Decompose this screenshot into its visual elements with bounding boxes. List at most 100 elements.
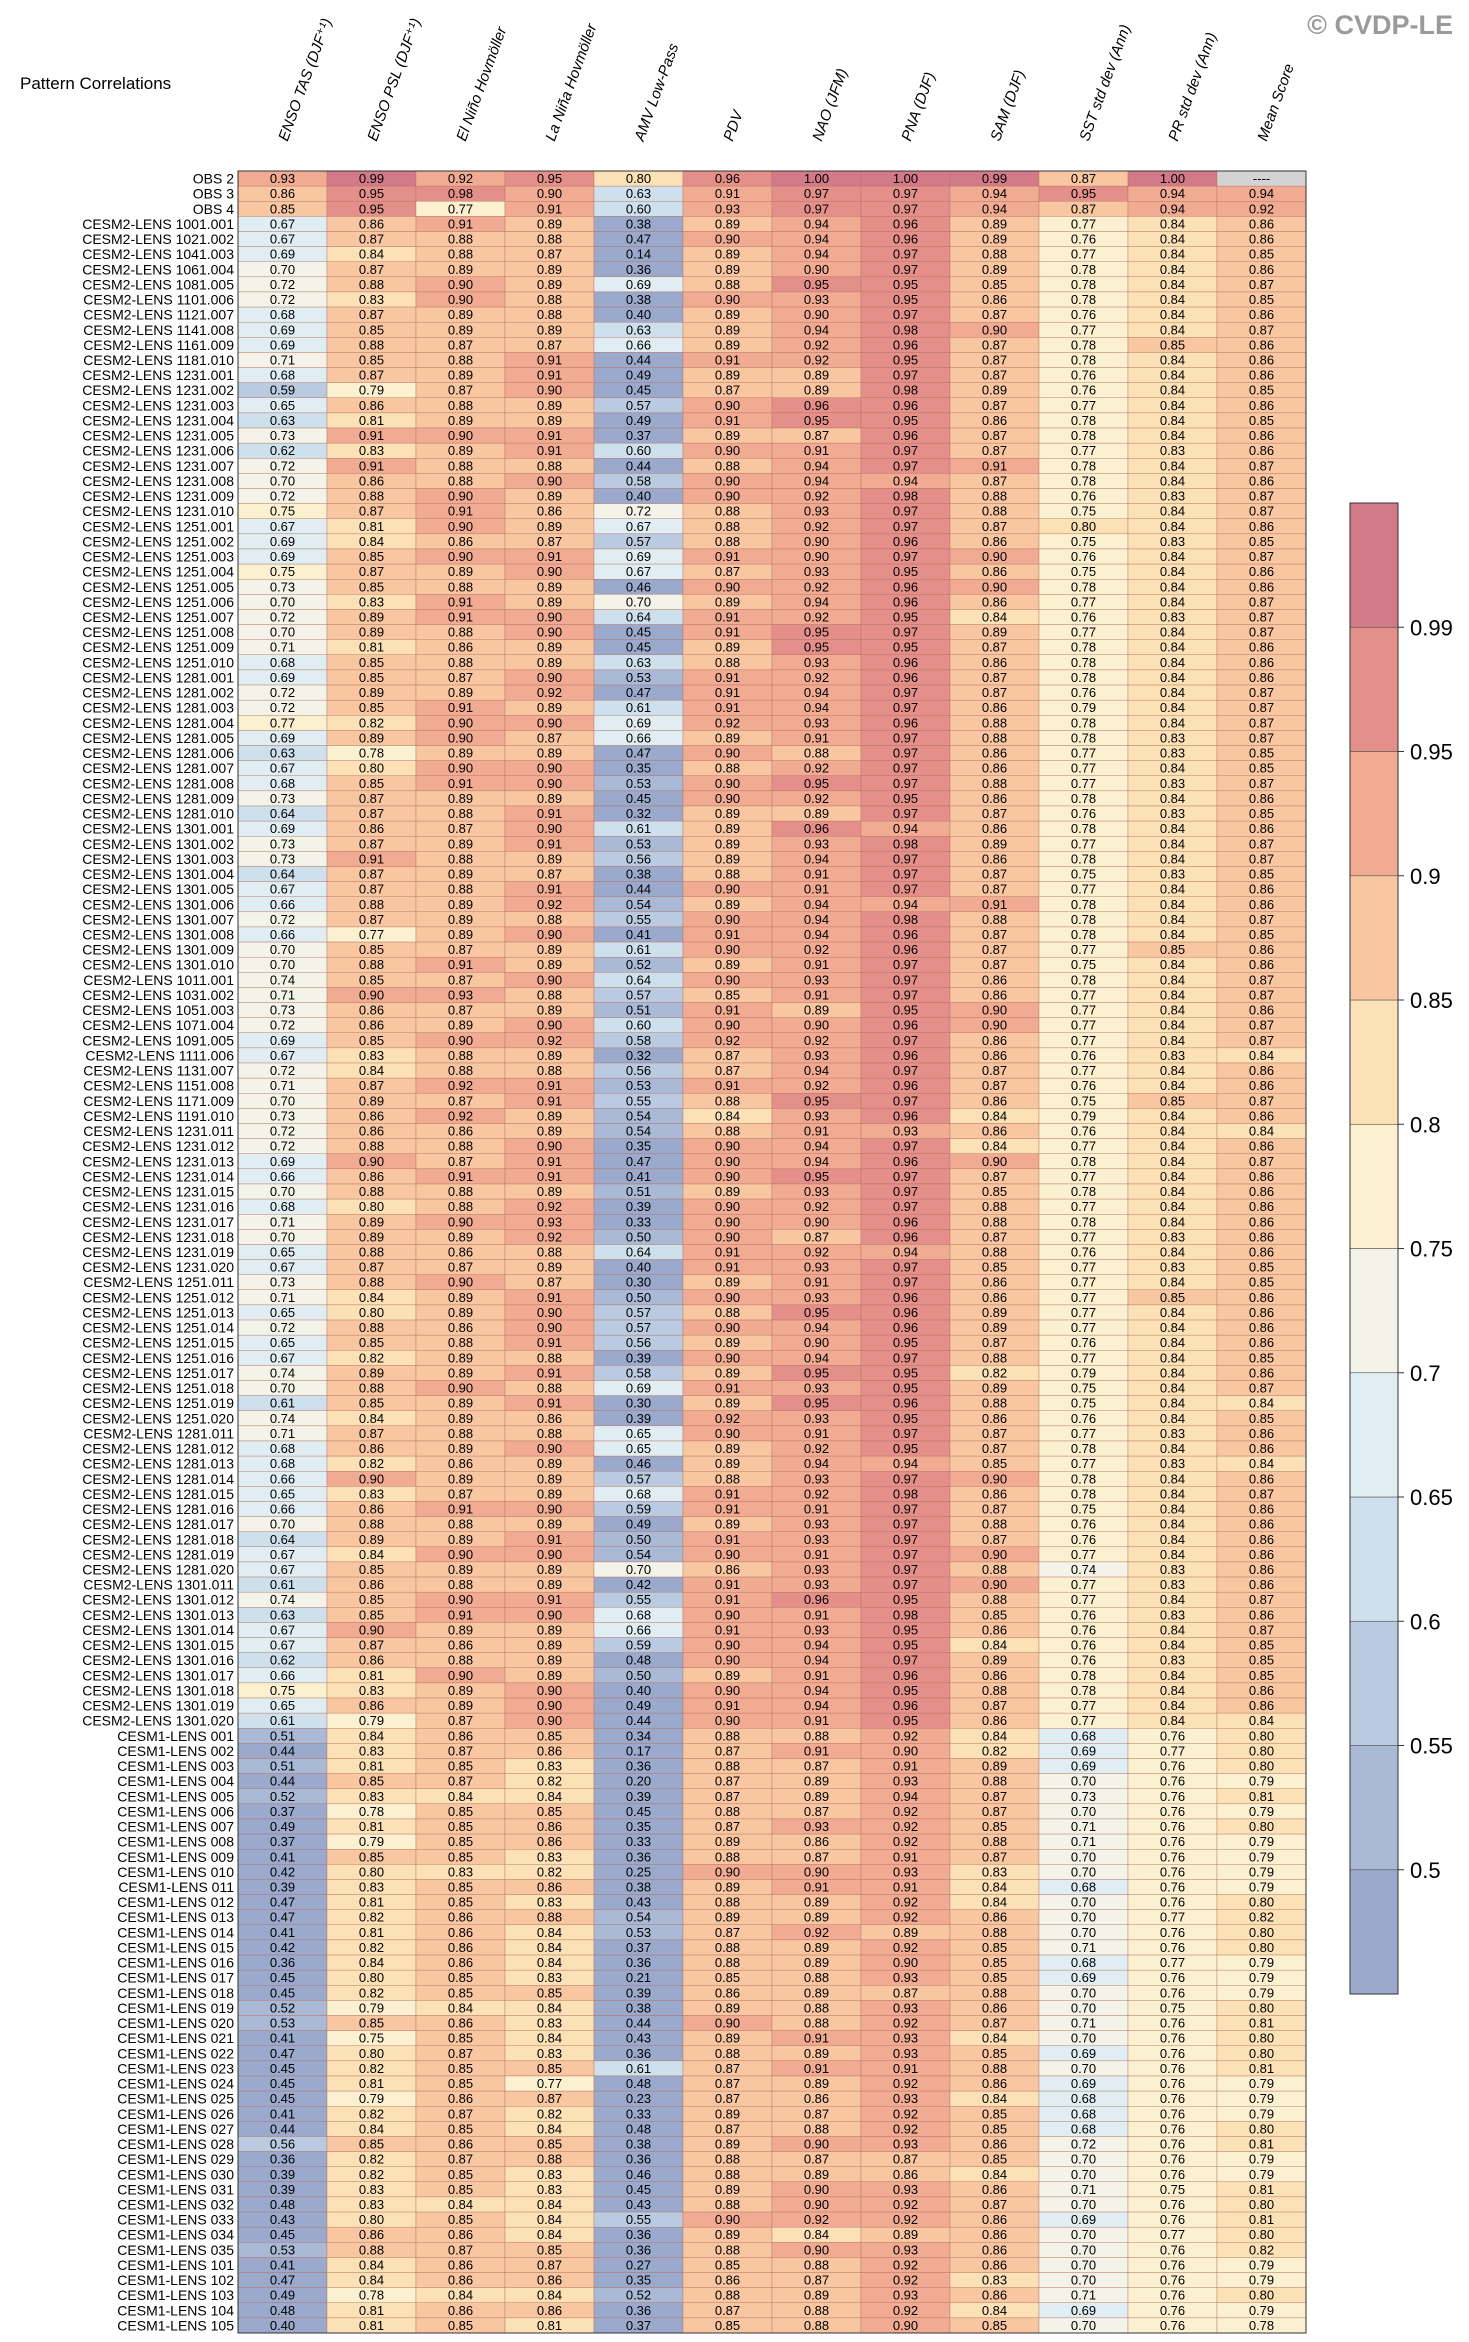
cell-value: 0.86 — [1249, 1365, 1274, 1380]
cell-value: 0.70 — [1071, 2318, 1096, 2333]
cell-value: 0.87 — [1249, 458, 1274, 473]
cell-value: 0.85 — [537, 2242, 562, 2257]
cell-value: 0.81 — [359, 1759, 384, 1774]
cell-value: 0.89 — [537, 322, 562, 337]
cell-value: 0.70 — [1071, 2227, 1096, 2242]
cell-value: 0.77 — [1071, 1033, 1096, 1048]
cell-value: 0.77 — [1071, 1698, 1096, 1713]
cell-value: 0.87 — [1249, 549, 1274, 564]
cell-value: 0.78 — [359, 2288, 384, 2303]
cell-value: 0.96 — [893, 1154, 918, 1169]
cell-value: 0.86 — [1249, 882, 1274, 897]
row-label: CESM1-LENS 101 — [117, 2257, 234, 2273]
cell-value: 0.81 — [537, 2318, 562, 2333]
cell-value: 0.88 — [448, 806, 473, 821]
cell-value: 0.65 — [626, 1426, 651, 1441]
cell-value: 0.85 — [448, 2121, 473, 2136]
cell-value: 0.61 — [626, 700, 651, 715]
colorbar-tick-label: 0.8 — [1410, 1112, 1441, 1137]
cell-value: 0.85 — [448, 1804, 473, 1819]
cell-value: 0.68 — [1071, 2091, 1096, 2106]
cell-value: 0.84 — [537, 1789, 562, 1804]
cell-value: 0.90 — [715, 579, 740, 594]
cell-value: 0.78 — [1071, 1668, 1096, 1683]
cell-value: 0.88 — [448, 1063, 473, 1078]
cell-value: 0.86 — [448, 2227, 473, 2242]
cell-value: 0.96 — [893, 1078, 918, 1093]
cell-value: 0.86 — [448, 1925, 473, 1940]
cell-value: 0.83 — [982, 1864, 1007, 1879]
cell-value: 0.84 — [1160, 927, 1185, 942]
cell-value: 0.91 — [804, 2061, 829, 2076]
cell-value: 0.93 — [804, 1819, 829, 1834]
cell-value: 0.80 — [1249, 2227, 1274, 2242]
cell-value: 0.79 — [1249, 1955, 1274, 1970]
cell-value: 0.97 — [893, 625, 918, 640]
cell-value: 0.85 — [1249, 927, 1274, 942]
cell-value: 0.94 — [804, 1456, 829, 1471]
cell-value: 0.90 — [537, 761, 562, 776]
row-label: CESM2-LENS 1301.001 — [82, 821, 234, 837]
cell-value: 0.93 — [270, 171, 295, 186]
cell-value: 0.76 — [1071, 1653, 1096, 1668]
cell-value: 0.76 — [1160, 2076, 1185, 2091]
cell-value: 0.89 — [715, 1834, 740, 1849]
cell-value: 0.79 — [1249, 1834, 1274, 1849]
cell-value: 0.66 — [270, 1668, 295, 1683]
cell-value: 0.87 — [359, 882, 384, 897]
cell-value: 0.68 — [270, 307, 295, 322]
cell-value: 0.90 — [359, 1154, 384, 1169]
cell-value: 0.75 — [1071, 1502, 1096, 1517]
cell-value: 0.87 — [359, 368, 384, 383]
cell-value: 0.82 — [359, 2061, 384, 2076]
cell-value: 0.72 — [270, 685, 295, 700]
cell-value: 0.83 — [1160, 489, 1185, 504]
cell-value: 0.56 — [270, 2137, 295, 2152]
cell-value: 0.85 — [359, 2016, 384, 2031]
cell-value: 0.84 — [1160, 1532, 1185, 1547]
cell-value: 0.48 — [270, 2197, 295, 2212]
cell-value: 0.84 — [1160, 1713, 1185, 1728]
cell-value: 0.96 — [893, 1229, 918, 1244]
cell-value: 0.92 — [804, 1486, 829, 1501]
cell-value: 0.86 — [1249, 1139, 1274, 1154]
cell-value: 0.81 — [1249, 1789, 1274, 1804]
cell-value: 0.70 — [1071, 2031, 1096, 2046]
cell-value: 0.97 — [804, 201, 829, 216]
cell-value: 0.76 — [1071, 1048, 1096, 1063]
cell-value: 0.89 — [537, 942, 562, 957]
cell-value: 0.84 — [1160, 292, 1185, 307]
cell-value: 0.84 — [982, 1879, 1007, 1894]
cell-value: 0.55 — [626, 912, 651, 927]
cell-value: 0.89 — [448, 836, 473, 851]
cell-value: 0.68 — [1071, 2121, 1096, 2136]
cell-value: 0.88 — [359, 489, 384, 504]
row-label: CESM2-LENS 1281.008 — [82, 775, 234, 791]
cell-value: 0.92 — [893, 2257, 918, 2272]
cell-value: 0.86 — [448, 2016, 473, 2031]
cell-value: 0.91 — [804, 882, 829, 897]
cell-value: 0.89 — [715, 730, 740, 745]
cell-value: 0.76 — [1160, 1834, 1185, 1849]
cell-value: 0.77 — [1071, 1456, 1096, 1471]
cell-value: 0.85 — [537, 2137, 562, 2152]
cell-value: 0.86 — [537, 1834, 562, 1849]
cell-value: 0.84 — [1160, 1638, 1185, 1653]
cell-value: 0.86 — [1249, 352, 1274, 367]
cell-value: 0.45 — [270, 2061, 295, 2076]
cell-value: 0.87 — [982, 428, 1007, 443]
cell-value: 0.92 — [893, 2197, 918, 2212]
cell-value: 0.83 — [1160, 1229, 1185, 1244]
cell-value: 0.84 — [982, 2091, 1007, 2106]
cell-value: 0.94 — [804, 700, 829, 715]
cell-value: 0.96 — [804, 821, 829, 836]
cell-value: 0.72 — [270, 1124, 295, 1139]
cell-value: 0.83 — [1160, 1607, 1185, 1622]
cell-value: 0.37 — [626, 1940, 651, 1955]
row-label: CESM1-LENS 015 — [117, 1939, 234, 1955]
cell-value: 0.89 — [715, 2182, 740, 2197]
cell-value: 0.94 — [804, 216, 829, 231]
cell-value: 0.78 — [1071, 927, 1096, 942]
cell-value: 0.86 — [1249, 1547, 1274, 1562]
cell-value: 0.70 — [270, 942, 295, 957]
